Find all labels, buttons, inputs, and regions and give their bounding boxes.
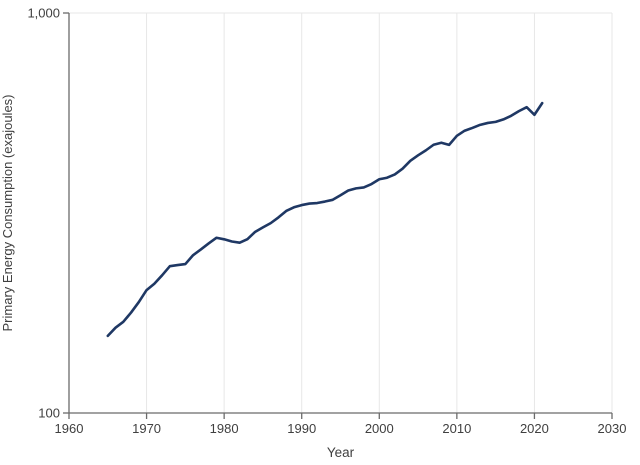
x-tick-label: 2020 xyxy=(520,421,549,436)
x-tick-label: 1970 xyxy=(132,421,161,436)
y-axis-title: Primary Energy Consumption (exajoules) xyxy=(0,95,15,332)
energy-consumption-series-line xyxy=(106,101,544,338)
y-tick-label: 1,000 xyxy=(27,6,60,21)
x-tick-label: 1960 xyxy=(55,421,84,436)
x-tick-label: 2000 xyxy=(365,421,394,436)
x-axis-title: Year xyxy=(327,445,355,460)
x-tick-label: 2030 xyxy=(598,421,627,436)
x-tick-label: 1990 xyxy=(287,421,316,436)
y-tick-label: 100 xyxy=(38,406,60,421)
x-tick-label: 2010 xyxy=(442,421,471,436)
x-tick-label: 1980 xyxy=(210,421,239,436)
